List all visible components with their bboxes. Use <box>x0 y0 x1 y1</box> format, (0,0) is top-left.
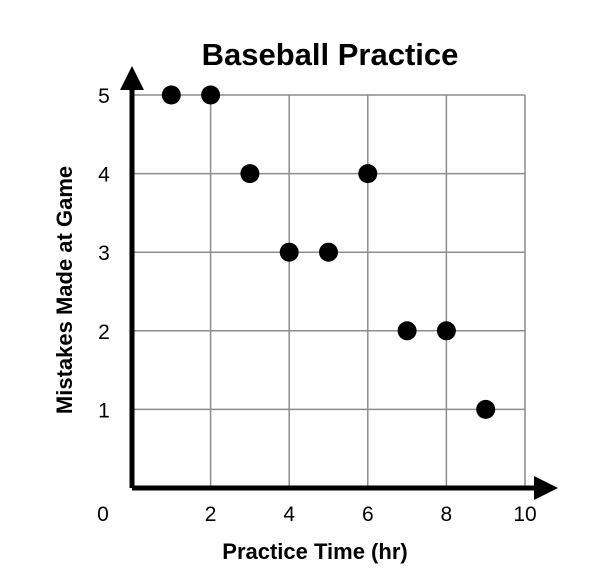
data-points <box>161 85 496 419</box>
x-axis-title: Practice Time (hr) <box>222 539 407 564</box>
chart-title: Baseball Practice <box>202 37 459 72</box>
origin-label: 0 <box>97 503 109 526</box>
data-point <box>319 242 338 262</box>
y-tick-label: 2 <box>98 321 110 344</box>
data-point <box>161 85 181 105</box>
data-point <box>358 164 378 184</box>
data-point <box>240 164 260 184</box>
x-tick-label: 10 <box>513 503 536 526</box>
x-tick-label: 4 <box>283 503 295 526</box>
y-tick-label: 5 <box>98 85 110 108</box>
y-axis-arrow <box>120 66 144 90</box>
y-axis-title: Mistakes Made at Game <box>52 166 77 414</box>
x-tick-label: 2 <box>205 503 217 526</box>
x-tick-label: 6 <box>362 503 374 526</box>
x-tick-label: 8 <box>441 503 453 526</box>
x-axis-arrow <box>534 476 558 500</box>
data-point <box>476 399 496 419</box>
y-tick-label: 4 <box>98 164 110 187</box>
y-tick-label: 3 <box>98 242 110 265</box>
axes <box>120 66 558 500</box>
data-point <box>397 321 417 341</box>
gridlines <box>132 94 526 488</box>
data-point <box>201 85 221 105</box>
y-tick-label: 1 <box>98 399 110 422</box>
data-point <box>436 321 456 341</box>
data-point <box>279 242 299 262</box>
